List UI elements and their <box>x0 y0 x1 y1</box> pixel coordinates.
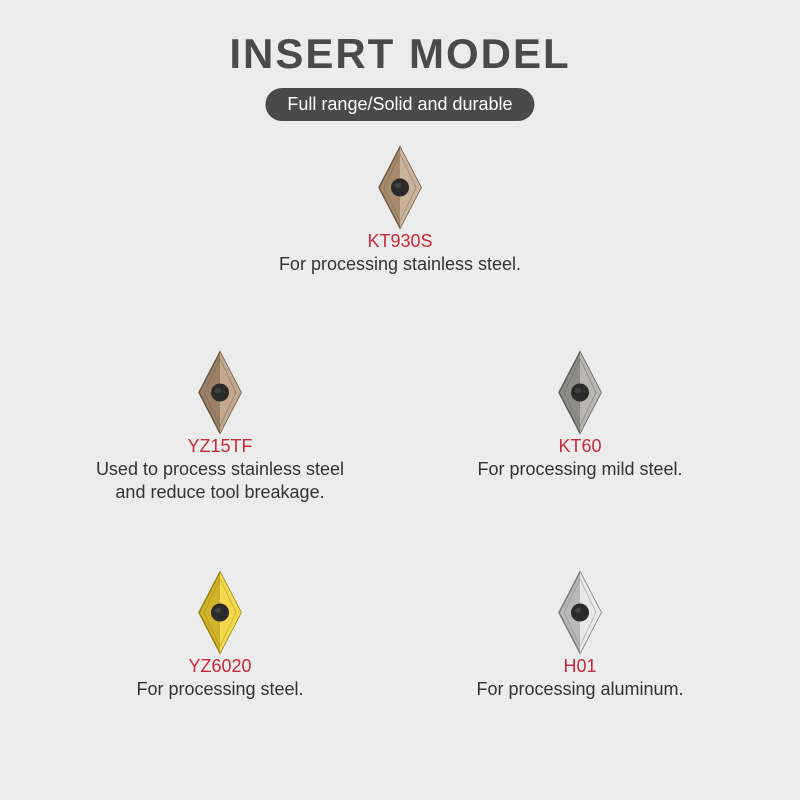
insert-code: KT930S <box>250 230 550 253</box>
insert-item-yz15tf: YZ15TFUsed to process stainless steeland… <box>70 350 370 503</box>
insert-icon-wrap <box>430 350 730 435</box>
insert-icon-wrap <box>250 145 550 230</box>
insert-icon <box>195 350 245 435</box>
page: INSERT MODEL Full range/Solid and durabl… <box>0 0 800 800</box>
insert-item-kt60: KT60For processing mild steel. <box>430 350 730 481</box>
insert-icon <box>555 350 605 435</box>
insert-code: KT60 <box>430 435 730 458</box>
page-title: INSERT MODEL <box>0 30 800 78</box>
insert-icon-wrap <box>70 350 370 435</box>
insert-icon <box>375 145 425 230</box>
insert-desc: For processing stainless steel. <box>250 253 550 276</box>
insert-item-yz6020: YZ6020For processing steel. <box>70 570 370 701</box>
insert-desc: For processing steel. <box>70 678 370 701</box>
insert-icon <box>555 570 605 655</box>
insert-desc: For processing aluminum. <box>430 678 730 701</box>
insert-item-kt930s: KT930SFor processing stainless steel. <box>250 145 550 276</box>
insert-code: H01 <box>430 655 730 678</box>
insert-code: YZ15TF <box>70 435 370 458</box>
insert-desc: Used to process stainless steeland reduc… <box>70 458 370 503</box>
insert-icon-wrap <box>70 570 370 655</box>
insert-code: YZ6020 <box>70 655 370 678</box>
insert-icon-wrap <box>430 570 730 655</box>
insert-desc: For processing mild steel. <box>430 458 730 481</box>
subtitle-pill: Full range/Solid and durable <box>265 88 534 121</box>
insert-item-h01: H01For processing aluminum. <box>430 570 730 701</box>
insert-icon <box>195 570 245 655</box>
